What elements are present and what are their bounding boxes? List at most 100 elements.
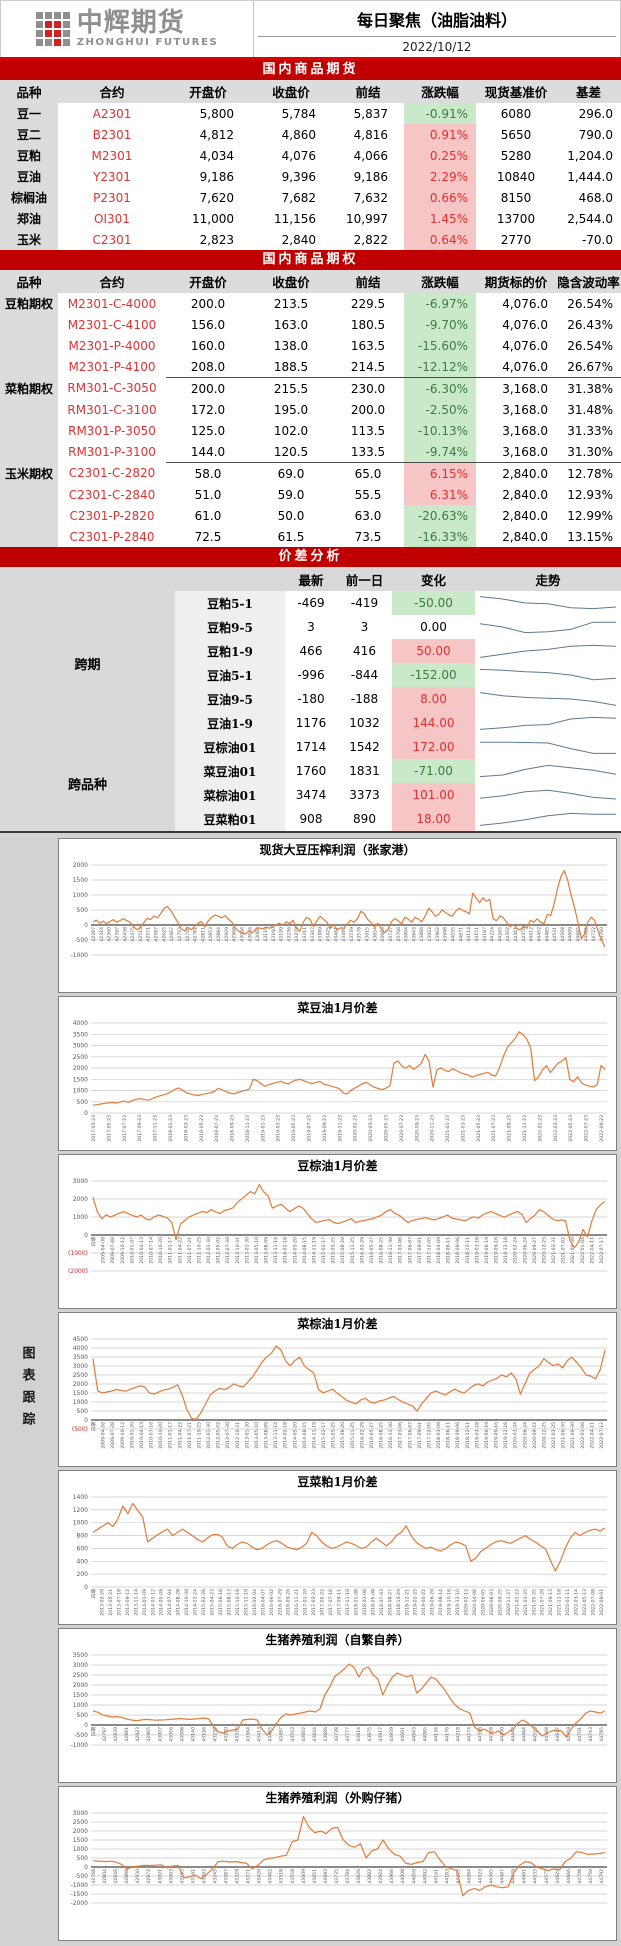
svg-text:2018-12-11: 2018-12-11 [465,1237,471,1264]
svg-text:2000: 2000 [73,1828,88,1835]
svg-text:2015-02-17: 2015-02-17 [321,1422,327,1449]
contract-code: M2301-C-4000 [67,296,157,311]
underlying-price: 4,076.0 [502,296,548,311]
prev-settle: 133.5 [332,441,404,463]
svg-text:2012-07-30: 2012-07-30 [225,1422,231,1449]
chart-plot: 4500 4000 3500 3000 2500 2000 1500 1000 500 0 (500… [72,1336,607,1449]
svg-text:2014-05-09: 2014-05-09 [159,1589,165,1616]
report-date: 2022/10/12 [402,40,472,54]
close-price: 213.5 [273,296,309,311]
svg-text:2021-05-23: 2021-05-23 [476,1115,482,1142]
change-value: 172.00 [392,735,475,759]
svg-text:2022-01-06: 2022-01-06 [580,1422,586,1449]
svg-text:2019-12-18: 2019-12-18 [503,1237,509,1264]
svg-text:2020-07-23: 2020-07-23 [399,1115,405,1142]
svg-text:2020-03-24: 2020-03-24 [513,1237,519,1264]
report-title-block: 每日聚焦（油脂油料） 2022/10/12 [254,1,620,57]
svg-text:2011-04-22: 2011-04-22 [177,1422,183,1449]
svg-text:2019-01-23: 2019-01-23 [260,1115,266,1142]
svg-text:2016-05-27: 2016-05-27 [369,1237,375,1264]
svg-text:3500: 3500 [73,1652,88,1659]
svg-text:2015-06-18: 2015-06-18 [218,1589,224,1616]
change-percent: -10.13% [404,420,476,441]
svg-text:2500: 2500 [73,1372,88,1379]
svg-text:2012-07-30: 2012-07-30 [225,1237,231,1264]
svg-text:-500: -500 [74,937,88,944]
svg-text:2019-12-10: 2019-12-10 [455,1589,461,1616]
trend-sparkline [480,741,616,754]
close-price: 2,840 [281,232,316,247]
variety-label: 豆二 [0,124,58,145]
svg-text:2011-07-21: 2011-07-21 [187,1237,193,1264]
svg-text:2021-03-25: 2021-03-25 [551,1422,557,1449]
svg-text:2020-08-03: 2020-08-03 [489,1589,495,1616]
close-price: 215.5 [273,381,309,396]
underlying-price: 2,840.0 [502,529,548,544]
svg-text:44645: 44645 [576,927,582,942]
options-row: M2301-C-4100 156.0 163.0 180.5 -9.70% 4,076.0… [0,314,621,335]
svg-text:2020-12-25: 2020-12-25 [542,1237,548,1264]
prev-settle: 5,837 [353,106,388,121]
chart-box: 菜棕油1月价差 4500 4000 3500 3000 2500 2000 1500 1000 5… [58,1312,617,1467]
svg-text:2020-11-23: 2020-11-23 [430,1115,436,1142]
svg-text:42475: 42475 [130,927,136,942]
svg-text:44183: 44183 [444,1869,450,1884]
svg-text:2009-10-12: 2009-10-12 [120,1422,126,1449]
change-percent: 0.25% [404,145,476,166]
close-price: 9,396 [281,169,316,184]
svg-text:200: 200 [77,1571,89,1578]
spot-benchmark: 10840 [496,169,536,184]
svg-text:500: 500 [77,1855,89,1862]
title-date-divider [258,36,616,37]
column-header: 品种 [0,80,58,103]
latest-value: 3474 [285,783,337,807]
previous-value: 416 [337,639,392,663]
svg-text:44412: 44412 [529,927,535,942]
svg-text:2021-01-22: 2021-01-22 [514,1589,520,1616]
spread-name: 豆油9-5 [175,687,285,711]
svg-text:4000: 4000 [73,1020,88,1027]
svg-text:43615: 43615 [365,927,371,942]
options-row: RM301-P-3050 125.0 102.0 113.5 -10.13% 3,168.… [0,420,621,441]
trend-cell [475,783,621,807]
trend-sparkline [479,716,617,730]
svg-text:42965: 42965 [146,1727,152,1742]
implied-volatility: 26.54% [567,338,613,353]
previous-value: -419 [337,591,392,615]
basis-value: 2,544.0 [567,211,613,226]
svg-text:2012-05-02: 2012-05-02 [216,1422,222,1449]
svg-text:2019-05-23: 2019-05-23 [291,1115,297,1142]
prev-settle: 229.5 [350,296,386,311]
svg-text:44485: 44485 [544,927,550,942]
svg-text:2019-07-23: 2019-07-23 [307,1115,313,1142]
svg-text:2021-03-31: 2021-03-31 [551,1237,557,1264]
svg-text:0: 0 [84,922,88,929]
svg-text:2017-09-23: 2017-09-23 [137,1115,143,1142]
open-price: 172.0 [190,402,226,417]
svg-text:43814: 43814 [356,1727,362,1742]
svg-text:3500: 3500 [73,1354,88,1361]
svg-text:2020-09-22: 2020-09-22 [532,1422,538,1449]
svg-text:2013-07-18: 2013-07-18 [116,1589,122,1616]
svg-text:44722: 44722 [591,927,597,942]
svg-text:-1000: -1000 [71,952,89,959]
svg-text:2017-07-23: 2017-07-23 [122,1115,128,1142]
svg-text:2000: 2000 [73,1065,88,1072]
svg-text:44708: 44708 [577,1869,583,1884]
svg-text:-500: -500 [74,1732,88,1739]
svg-text:43924: 43924 [378,1869,384,1884]
chart-title: 现货大豆压榨利润（张家港） [259,843,416,857]
options-row: C2301-C-2840 51.0 59.0 55.5 6.31% 2,840.0 12.9… [0,484,621,505]
implied-volatility: 12.93% [567,487,613,502]
variety-label: 玉米 [0,229,58,250]
change-value: 8.00 [392,687,475,711]
svg-text:(1000): (1000) [68,1250,88,1257]
svg-text:2017-09-11: 2017-09-11 [337,1589,343,1616]
spread-row: 豆油5-1 -996 -844 -152.00 [0,663,621,687]
svg-text:2011-07-21: 2011-07-21 [187,1422,193,1449]
open-price: 4,812 [199,127,234,142]
change-percent: 0.66% [404,187,476,208]
contract-code: A2301 [92,106,132,121]
svg-text:2014-08-28: 2014-08-28 [176,1589,182,1616]
